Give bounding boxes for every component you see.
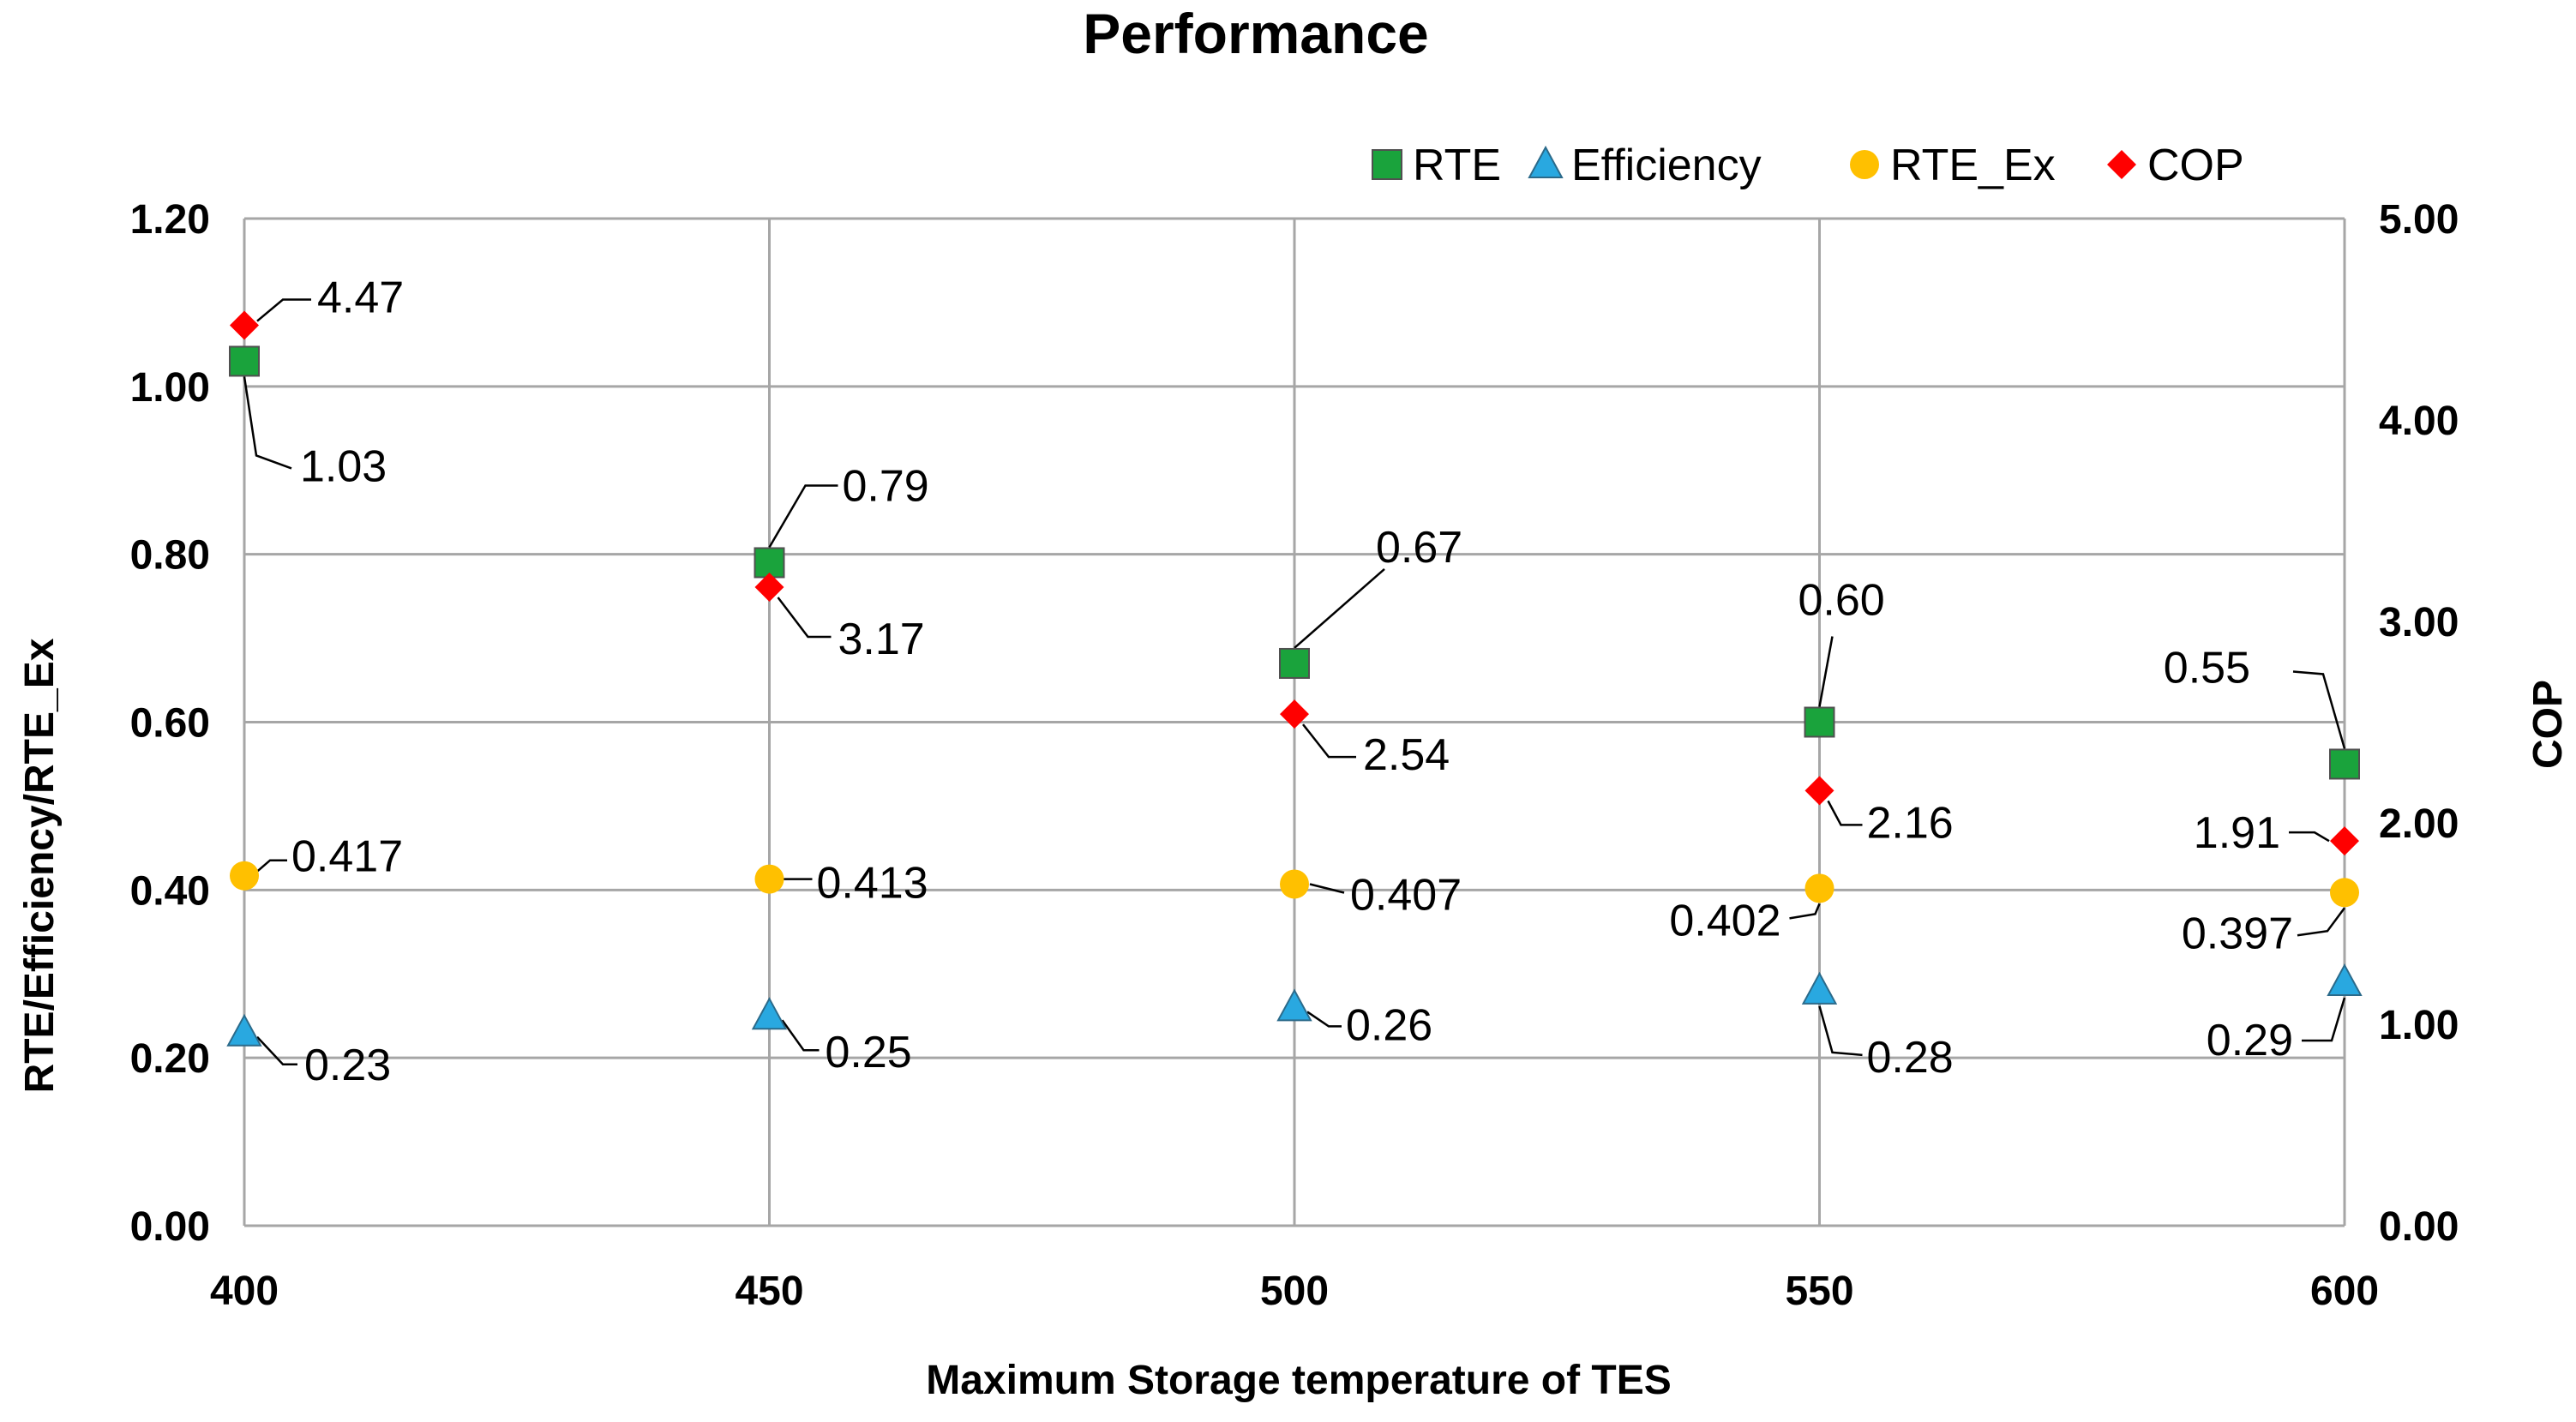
axis-layer: 0.00 0.20 0.40 0.60 0.80 1.00 1.20 0.00 1.00 2.00… [130, 197, 2459, 1314]
rte-ex-point [754, 864, 784, 894]
efficiency-point [751, 997, 788, 1030]
y-tick-label: 0.60 [130, 701, 210, 747]
y2-tick-label: 4.00 [2379, 399, 2459, 444]
mark-layer [226, 310, 2363, 1047]
x-tick-label: 550 [1785, 1269, 1853, 1314]
rte-ex-point [230, 861, 259, 891]
data-label-leader [1302, 723, 1356, 759]
efficiency-point [1276, 988, 1312, 1022]
data-label-leader [1818, 636, 1834, 707]
leader-layer [243, 298, 2346, 1066]
y-tick-label: 0.80 [130, 533, 210, 579]
legend-rte-ex-label: RTE_Ex [1890, 141, 2056, 190]
rte-ex-point [1280, 869, 1309, 899]
legend-rte-marker [1372, 149, 1402, 180]
y-tick-label: 0.20 [130, 1036, 210, 1082]
y2-tick-label: 3.00 [2379, 600, 2459, 645]
data-label-leader [768, 484, 838, 549]
cop-point [1804, 776, 1834, 806]
rte-ex-data-label: 0.407 [1350, 870, 1462, 920]
efficiency-data-label: 0.25 [826, 1028, 912, 1077]
rte-data-label: 0.67 [1376, 523, 1462, 573]
label-layer: 1.03 0.79 0.67 0.60 0.55 0.23 0.25 0.26 0.28 0.29… [291, 273, 2293, 1090]
y-tick-label: 0.40 [130, 868, 210, 914]
rte-data-label: 0.79 [843, 461, 929, 511]
cop-data-label: 3.17 [838, 615, 925, 664]
rte-point [229, 345, 260, 377]
data-label-leader [781, 1019, 820, 1052]
data-label-leader [1306, 1011, 1342, 1028]
y-axis-title: RTE/Efficiency/RTE_Ex [17, 638, 63, 1093]
rte-point [2329, 748, 2360, 780]
rte-point [754, 547, 785, 579]
legend-rte-label: RTE [1413, 141, 1501, 190]
legend-cop-marker [2107, 150, 2136, 179]
data-label-leader [1789, 903, 1821, 920]
cop-data-label: 1.91 [2194, 808, 2280, 858]
data-label-leader [243, 376, 292, 470]
grid-layer [243, 217, 2346, 1227]
efficiency-point [2327, 963, 2363, 997]
cop-point [754, 573, 784, 603]
x-tick-label: 500 [1260, 1269, 1329, 1314]
y2-tick-label: 5.00 [2379, 197, 2459, 243]
data-label-leader [777, 597, 832, 639]
legend-efficiency-marker [1528, 145, 1564, 178]
data-label-leader [1294, 568, 1385, 649]
data-label-leader [256, 1035, 297, 1066]
y-tick-label: 1.20 [130, 197, 210, 243]
data-label-leader [1818, 1005, 1863, 1057]
cop-data-label: 2.54 [1363, 730, 1450, 780]
rte-ex-data-label: 0.402 [1669, 896, 1780, 945]
y2-tick-label: 0.00 [2379, 1204, 2459, 1250]
legend-cop-label: COP [2147, 141, 2244, 190]
data-label-leader [256, 859, 287, 873]
data-label-leader [1827, 800, 1863, 826]
y2-tick-label: 1.00 [2379, 1003, 2459, 1048]
rte-data-label: 0.60 [1798, 576, 1885, 626]
data-label-leader [256, 298, 311, 322]
efficiency-point [226, 1013, 262, 1047]
y2-tick-label: 2.00 [2379, 801, 2459, 847]
rte-ex-data-label: 0.397 [2182, 909, 2293, 958]
legend-rte-ex-marker [1850, 150, 1879, 179]
data-label-leader [2297, 907, 2346, 937]
cop-point [1280, 699, 1309, 729]
rte-data-label: 1.03 [300, 441, 387, 491]
x-tick-label: 450 [735, 1269, 803, 1314]
rte-data-label: 0.55 [2164, 643, 2250, 693]
rte-point [1804, 706, 1835, 738]
x-axis-title: Maximum Storage temperature of TES [926, 1358, 1672, 1403]
efficiency-data-label: 0.23 [304, 1041, 391, 1090]
data-label-leader [2292, 670, 2346, 749]
data-label-leader [2289, 831, 2330, 843]
x-tick-label: 600 [2310, 1269, 2379, 1314]
legend-efficiency-label: Efficiency [1571, 141, 1762, 190]
efficiency-point [1801, 971, 1838, 1005]
cop-data-label: 4.47 [317, 273, 404, 323]
legend: RTE Efficiency RTE_Ex COP [1372, 141, 2244, 190]
y-tick-label: 0.00 [130, 1204, 210, 1250]
data-label-leader [1309, 883, 1345, 894]
x-tick-label: 400 [210, 1269, 279, 1314]
cop-point [230, 310, 259, 340]
data-label-leader [2302, 997, 2346, 1042]
rte-ex-data-label: 0.413 [817, 859, 928, 909]
rte-ex-point [2330, 878, 2359, 908]
y2-axis-title: COP [2525, 680, 2571, 769]
y-tick-label: 1.00 [130, 365, 210, 411]
chart-title: Performance [1083, 2, 1429, 65]
efficiency-data-label: 0.29 [2207, 1016, 2293, 1065]
rte-ex-data-label: 0.417 [291, 832, 403, 882]
cop-data-label: 2.16 [1867, 798, 1954, 848]
rte-ex-point [1804, 873, 1834, 903]
efficiency-data-label: 0.26 [1346, 1000, 1432, 1050]
cop-point [2330, 826, 2359, 856]
efficiency-data-label: 0.28 [1867, 1033, 1954, 1083]
rte-point [1279, 647, 1310, 679]
